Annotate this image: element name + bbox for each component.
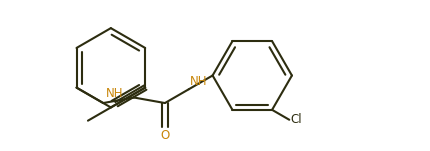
Text: NH: NH: [106, 87, 123, 100]
Text: O: O: [160, 129, 169, 143]
Text: NH: NH: [190, 75, 207, 88]
Text: Cl: Cl: [290, 113, 301, 126]
